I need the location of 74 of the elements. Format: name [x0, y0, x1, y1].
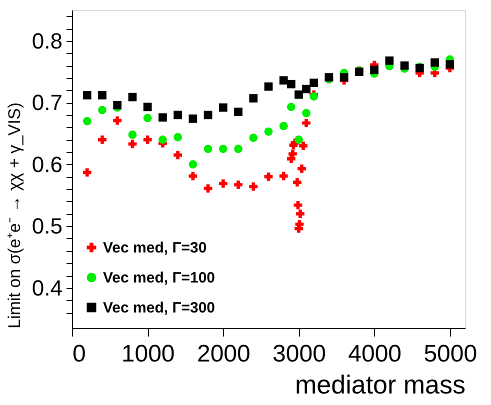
point	[234, 144, 242, 154]
x-tick-label: 2000	[196, 340, 250, 368]
point	[249, 94, 258, 102]
point	[446, 60, 454, 69]
point	[113, 100, 122, 110]
legend-label: Vec med, Γ=30	[103, 240, 207, 256]
point	[158, 113, 167, 122]
x-tick-label: 0	[72, 340, 86, 368]
point	[234, 108, 242, 116]
point	[82, 116, 92, 126]
point	[264, 127, 273, 136]
point	[174, 110, 182, 120]
point	[302, 108, 310, 118]
point	[288, 150, 297, 158]
point	[249, 182, 258, 191]
point	[298, 164, 306, 173]
point	[294, 90, 303, 99]
y-tick-label: 0.7	[32, 90, 62, 116]
legend-label: Vec med, Γ=300	[103, 300, 216, 316]
point	[174, 133, 182, 142]
x-tick-label: 4000	[348, 340, 402, 368]
point	[218, 179, 228, 188]
point	[294, 135, 303, 144]
point	[143, 135, 152, 144]
point	[82, 168, 92, 177]
point	[293, 178, 302, 186]
y-axis-title: Limit on σ(e⁺e⁻ → χχ + γ_VIS)	[4, 102, 24, 328]
y-tick-label: 0.5	[32, 214, 62, 239]
point	[98, 91, 106, 100]
point	[279, 122, 288, 130]
point	[286, 80, 296, 88]
point	[340, 73, 348, 82]
point	[400, 61, 409, 70]
point	[430, 58, 439, 67]
point	[143, 114, 152, 122]
point	[370, 66, 378, 74]
x-tick-label: 3000	[272, 340, 326, 368]
point	[143, 102, 152, 112]
point	[174, 150, 182, 160]
point	[302, 84, 310, 94]
point	[128, 130, 137, 139]
x-tick-label: 1000	[121, 340, 175, 368]
x-axis-title: mediator mass	[295, 370, 466, 400]
point	[302, 118, 310, 128]
point	[264, 82, 273, 91]
point	[82, 91, 92, 100]
point	[296, 210, 304, 218]
point	[286, 102, 296, 112]
legend-label: Vec med, Γ=100	[103, 270, 216, 286]
point	[128, 92, 137, 102]
point	[98, 135, 106, 144]
x-tick-label: 5000	[424, 340, 478, 368]
point	[218, 103, 228, 112]
point	[158, 135, 167, 144]
y-tick-label: 0.4	[32, 275, 62, 300]
point	[188, 160, 198, 169]
point	[113, 116, 122, 125]
point	[234, 180, 242, 189]
point	[218, 144, 228, 154]
point	[299, 142, 308, 150]
point	[249, 134, 258, 142]
point	[294, 200, 302, 210]
point	[188, 114, 198, 123]
point	[385, 56, 394, 65]
point	[310, 78, 318, 88]
y-tick-label: 0.8	[32, 28, 62, 54]
point	[204, 110, 212, 120]
y-tick-label: 0.6	[32, 152, 62, 177]
point	[279, 76, 288, 85]
point	[204, 144, 212, 154]
point	[279, 172, 288, 180]
point	[98, 106, 106, 114]
point	[264, 172, 273, 181]
point	[188, 172, 198, 180]
